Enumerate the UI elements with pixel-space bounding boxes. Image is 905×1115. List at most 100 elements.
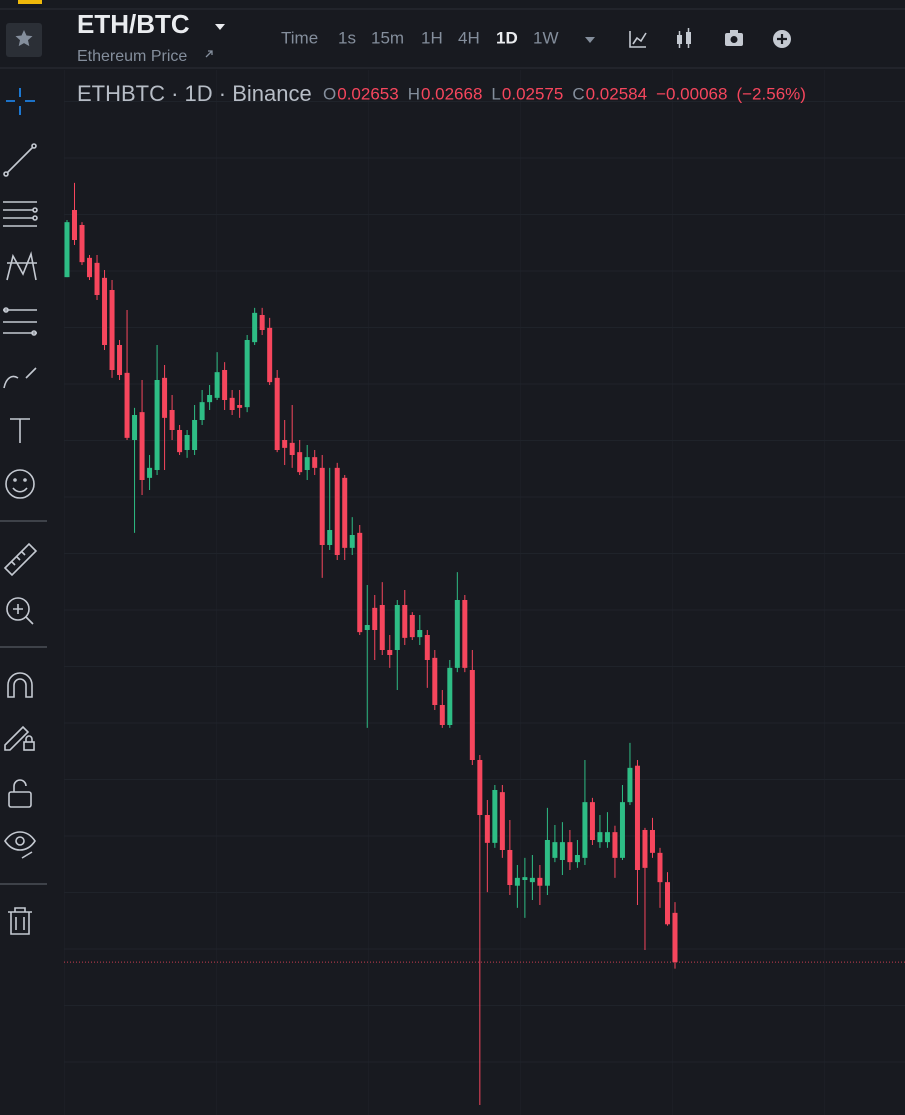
candle-body	[567, 842, 573, 863]
legend-value: 0.02668	[421, 84, 482, 103]
candle-body	[282, 440, 288, 448]
candle-body	[87, 257, 93, 278]
toolbar	[0, 88, 47, 935]
candle-body	[522, 877, 528, 880]
interval-button[interactable]: 1W	[533, 28, 559, 47]
candle-body	[342, 477, 348, 548]
candle-body	[289, 442, 295, 455]
candle-body	[559, 842, 565, 860]
candle-body	[492, 790, 498, 843]
candle-body	[72, 210, 78, 240]
lines-tool[interactable]	[3, 201, 38, 227]
candle-body	[657, 852, 663, 883]
emoji-tool[interactable]	[5, 469, 35, 499]
candle-body	[529, 877, 535, 883]
magnet-tool[interactable]	[7, 672, 33, 698]
candle-body	[469, 670, 475, 760]
candle-body	[552, 842, 558, 858]
candle-body	[139, 412, 145, 480]
chart-type-button[interactable]	[677, 28, 691, 48]
candle-body	[132, 415, 138, 440]
lock-tool[interactable]	[8, 779, 32, 808]
candle-body	[297, 452, 303, 473]
screenshot-button[interactable]	[725, 30, 743, 46]
candle-body	[237, 405, 243, 408]
candle-body	[619, 802, 625, 858]
candle-body	[484, 815, 490, 843]
interval-button[interactable]: 15m	[371, 28, 404, 47]
candle-body	[154, 380, 160, 470]
candle-body	[64, 222, 70, 278]
text-tool[interactable]	[10, 418, 30, 443]
candle-body	[207, 395, 213, 403]
visibility-tool[interactable]	[4, 831, 36, 859]
candle-body	[379, 605, 385, 650]
interval-button[interactable]: 1H	[421, 28, 443, 47]
symbol[interactable]: ETH/BTC	[77, 9, 190, 39]
candle-body	[259, 315, 265, 330]
interval-button[interactable]: Time	[281, 28, 318, 47]
candle-body	[387, 650, 393, 655]
candle-body	[214, 372, 220, 398]
candle-body	[394, 605, 400, 650]
interval-button[interactable]: 4H	[458, 28, 480, 47]
favorite-button[interactable]	[6, 23, 42, 57]
candle-body	[109, 290, 115, 370]
zoom-tool[interactable]	[6, 597, 34, 625]
symbol-dropdown[interactable]	[215, 24, 225, 30]
crosshair-tool[interactable]	[6, 88, 35, 115]
candle-body	[447, 667, 453, 725]
candle-body	[417, 630, 423, 638]
candle-body	[304, 457, 310, 470]
candle-body	[192, 420, 198, 450]
candle-body	[574, 855, 580, 863]
more-intervals[interactable]	[585, 37, 595, 43]
interval-button[interactable]: 1D	[496, 28, 518, 47]
candle-body	[507, 850, 513, 885]
candle-body	[364, 625, 370, 630]
candle-body	[229, 397, 235, 410]
candle-body	[612, 832, 618, 858]
candle-body	[477, 760, 483, 815]
candle-body	[79, 225, 85, 263]
legend-value: 0.02584	[586, 84, 647, 103]
subtitle[interactable]: Ethereum Price	[77, 48, 187, 65]
interval-button[interactable]: 1s	[338, 28, 356, 47]
candle-body	[312, 457, 318, 468]
brush-tool[interactable]	[3, 367, 37, 389]
candle-body	[402, 605, 408, 638]
candle-body	[102, 277, 108, 345]
legend-label: C	[572, 84, 584, 103]
fib-tool[interactable]	[3, 307, 37, 336]
lock-drawing-tool[interactable]	[4, 725, 35, 751]
candle-body	[604, 832, 610, 843]
candle-body	[372, 607, 378, 630]
candle-body	[177, 430, 183, 453]
indicators-button[interactable]	[629, 31, 647, 48]
delete-tool[interactable]	[8, 907, 32, 935]
candle-body	[582, 802, 588, 858]
ruler-tool[interactable]	[3, 542, 38, 577]
candle-body	[432, 657, 438, 705]
candle-body	[454, 600, 460, 668]
candle-body	[267, 327, 273, 383]
legend-label: L	[491, 84, 500, 103]
candle-body	[274, 377, 280, 450]
legend-value: 0.02653	[337, 84, 398, 103]
add-button[interactable]	[773, 30, 791, 48]
legend-change: −0.00068	[656, 84, 727, 103]
pattern-tool[interactable]	[6, 251, 37, 281]
candle-body	[124, 372, 130, 438]
candle-body	[222, 370, 228, 400]
candle-body	[319, 467, 325, 545]
candle-body	[424, 635, 430, 660]
candle-body	[544, 840, 550, 886]
candle-body	[147, 467, 153, 478]
candle-body	[589, 802, 595, 840]
candle-body	[439, 705, 445, 725]
active-indicator	[18, 0, 42, 4]
line-tool[interactable]	[3, 143, 37, 177]
candle-body	[327, 530, 333, 545]
candle-body	[349, 535, 355, 548]
